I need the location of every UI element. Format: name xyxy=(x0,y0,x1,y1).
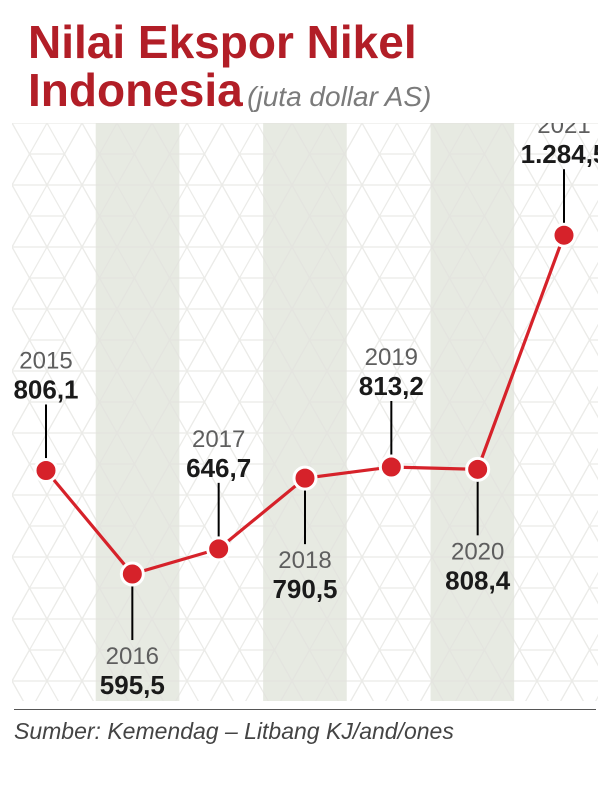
value-label: 790,5 xyxy=(272,574,337,604)
year-label: 2020 xyxy=(451,538,504,565)
data-point-marker xyxy=(294,467,316,489)
title-line-1: Nilai Ekspor Nikel xyxy=(28,18,590,66)
year-label: 2021 xyxy=(537,123,590,139)
title-line-2: Indonesia xyxy=(28,64,243,116)
data-point-marker xyxy=(380,456,402,478)
year-label: 2015 xyxy=(19,347,72,374)
source-citation: Sumber: Kemendag – Litbang KJ/and/ones xyxy=(14,709,596,745)
year-label: 2017 xyxy=(192,425,245,452)
data-point-marker xyxy=(467,458,489,480)
value-label: 595,5 xyxy=(100,670,165,700)
value-label: 806,1 xyxy=(13,374,78,404)
value-label: 1.284,5 xyxy=(521,139,598,169)
line-chart: 2015806,1 2016595,5 2017646,7 2018790,5 2019… xyxy=(12,123,598,701)
year-label: 2016 xyxy=(106,643,159,670)
value-label: 813,2 xyxy=(359,371,424,401)
title-subtitle: (juta dollar AS) xyxy=(247,81,431,112)
value-label: 808,4 xyxy=(445,565,511,595)
data-point-marker xyxy=(208,537,230,559)
data-point-marker xyxy=(121,563,143,585)
value-label: 646,7 xyxy=(186,452,251,482)
data-point-marker xyxy=(35,459,57,481)
year-label: 2018 xyxy=(278,547,331,574)
year-label: 2019 xyxy=(365,344,418,371)
data-point-marker xyxy=(553,224,575,246)
chart-title-block: Nilai Ekspor Nikel Indonesia (juta dolla… xyxy=(0,0,610,123)
